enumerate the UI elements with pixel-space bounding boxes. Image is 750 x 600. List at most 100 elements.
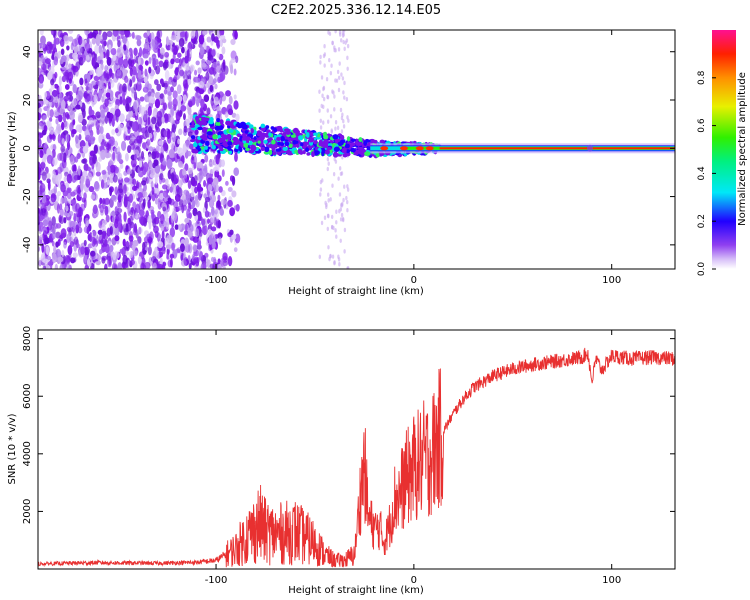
trail-cell	[216, 117, 221, 123]
sparse-cell	[333, 45, 336, 50]
noise-cell	[104, 239, 108, 247]
noise-cell	[193, 162, 197, 169]
noise-cell	[123, 197, 128, 208]
noise-cell	[163, 114, 169, 124]
noise-cell	[119, 248, 126, 254]
noise-cell	[109, 164, 116, 173]
sparse-cell	[321, 178, 324, 183]
noise-cell	[114, 186, 119, 196]
noise-cell	[38, 131, 42, 142]
noise-cell	[235, 55, 239, 64]
trail-cell	[355, 141, 360, 146]
trail-cell	[366, 145, 371, 150]
noise-cell	[118, 83, 123, 94]
sparse-cell	[340, 212, 344, 218]
noise-cell	[219, 208, 225, 216]
noise-cell	[128, 109, 133, 118]
noise-cell	[170, 140, 175, 150]
noise-cell	[60, 183, 66, 193]
noise-cell	[44, 91, 48, 98]
noise-cell	[77, 35, 83, 46]
noise-cell	[77, 112, 83, 123]
noise-cell	[45, 120, 52, 130]
noise-cell	[66, 140, 71, 151]
noise-cell	[218, 186, 223, 193]
trail-cell	[321, 150, 325, 157]
sparse-cell	[338, 262, 341, 267]
noise-cell	[99, 126, 104, 135]
noise-cell	[178, 161, 184, 168]
trail-cell	[287, 151, 293, 156]
noise-cell	[69, 219, 72, 228]
noise-cell	[45, 172, 51, 179]
sparse-cell	[340, 171, 344, 176]
noise-cell	[60, 228, 67, 239]
noise-cell	[72, 52, 78, 60]
noise-cell	[214, 83, 218, 90]
noise-cell	[148, 236, 152, 247]
noise-cell	[127, 145, 132, 154]
sparse-cell	[319, 54, 322, 60]
noise-cell	[102, 230, 106, 239]
noise-cell	[48, 100, 53, 107]
noise-cell	[128, 193, 133, 203]
trail-cell	[341, 147, 347, 154]
noise-cell	[144, 261, 151, 269]
noise-cell	[46, 107, 50, 118]
trail-cell	[307, 144, 315, 149]
trail-cell	[228, 129, 234, 133]
noise-cell	[65, 133, 70, 143]
noise-cell	[195, 60, 200, 66]
noise-cell	[75, 104, 81, 110]
noise-cell	[71, 128, 77, 135]
noise-cell	[83, 163, 89, 172]
noise-cell	[51, 89, 58, 98]
noise-cell	[68, 36, 74, 42]
sparse-cell	[342, 39, 345, 45]
noise-cell	[198, 54, 204, 59]
noise-cell	[197, 186, 204, 192]
noise-cell	[160, 145, 165, 155]
noise-cell	[38, 111, 42, 121]
noise-cell	[142, 198, 146, 208]
noise-cell	[138, 201, 143, 212]
noise-cell	[176, 31, 181, 41]
noise-cell	[78, 44, 83, 55]
noise-cell	[82, 158, 88, 164]
noise-cell	[168, 61, 172, 70]
noise-cell	[157, 37, 162, 43]
noise-cell	[210, 213, 215, 223]
noise-cell	[180, 105, 187, 112]
noise-cell	[233, 68, 237, 76]
noise-cell	[136, 38, 142, 47]
sparse-cell	[333, 260, 336, 265]
trail-cell	[193, 149, 199, 153]
noise-cell	[38, 67, 42, 76]
noise-cell	[187, 131, 193, 137]
noise-cell	[132, 185, 138, 191]
noise-cell	[84, 253, 87, 264]
trail-cell	[358, 146, 365, 151]
noise-cell	[179, 58, 183, 67]
noise-cell	[211, 49, 216, 57]
sparse-cell	[345, 97, 349, 102]
noise-cell	[51, 171, 57, 179]
sparse-cell	[346, 115, 349, 120]
noise-cell	[194, 69, 198, 76]
noise-cell	[97, 67, 103, 77]
sparse-cell	[346, 184, 349, 189]
noise-cell	[194, 186, 198, 194]
noise-cell	[129, 259, 136, 266]
noise-cell	[227, 256, 233, 267]
sparse-cell	[320, 103, 323, 109]
noise-cell	[184, 163, 189, 172]
sparse-cell	[319, 125, 323, 130]
noise-cell	[209, 168, 215, 175]
noise-cell	[73, 236, 79, 245]
noise-cell	[44, 99, 48, 105]
noise-cell	[51, 253, 57, 264]
trail-cell	[332, 134, 339, 140]
noise-cell	[89, 69, 94, 76]
trail-cell	[228, 150, 233, 155]
sparse-cell	[326, 157, 330, 162]
